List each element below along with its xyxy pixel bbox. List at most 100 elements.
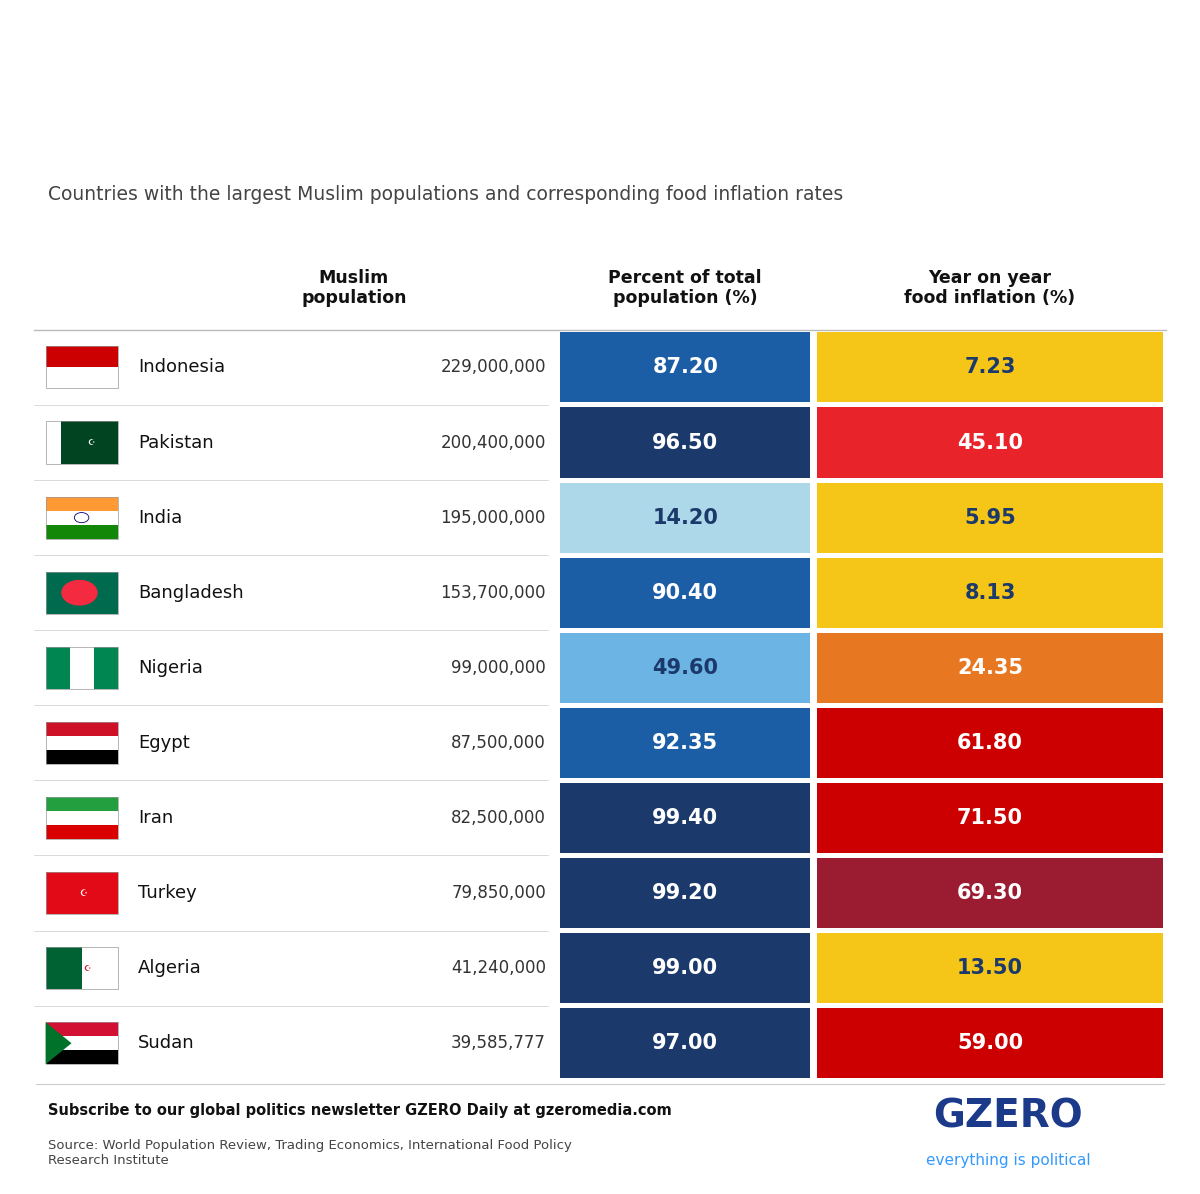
Text: 41,240,000: 41,240,000	[451, 959, 546, 977]
Bar	[46, 346, 118, 368]
Bar	[46, 346, 118, 388]
Text: 195,000,000: 195,000,000	[440, 509, 546, 527]
Bar	[46, 572, 118, 614]
Bar	[46, 872, 118, 915]
Text: 49.60: 49.60	[653, 658, 718, 678]
Text: 61.80: 61.80	[958, 733, 1022, 753]
Text: 14.20: 14.20	[653, 507, 718, 528]
Bar	[560, 708, 810, 778]
Bar	[46, 825, 118, 839]
Text: 96.50: 96.50	[652, 432, 719, 453]
Text: 7.23: 7.23	[965, 357, 1015, 377]
Text: 97.00: 97.00	[653, 1033, 718, 1053]
Text: Sudan: Sudan	[138, 1034, 194, 1052]
Text: ☪: ☪	[88, 438, 95, 447]
Text: 153,700,000: 153,700,000	[440, 584, 546, 602]
Text: Indonesia: Indonesia	[138, 358, 226, 376]
Bar	[560, 633, 810, 703]
Bar	[70, 647, 94, 689]
Text: 71.50: 71.50	[958, 808, 1022, 827]
Text: 92.35: 92.35	[652, 733, 719, 753]
Text: ☪: ☪	[79, 888, 88, 898]
Bar	[46, 1051, 118, 1064]
Bar	[560, 933, 810, 1003]
Bar	[46, 811, 118, 825]
Text: 200,400,000: 200,400,000	[440, 433, 546, 451]
Bar	[560, 558, 810, 628]
Bar	[46, 572, 118, 614]
Bar	[46, 511, 118, 524]
Bar	[46, 736, 118, 750]
Bar	[817, 633, 1163, 703]
Circle shape	[62, 580, 97, 605]
Bar	[46, 1022, 118, 1036]
Text: Source: World Population Review, Trading Economics, International Food Policy
Re: Source: World Population Review, Trading…	[48, 1139, 572, 1168]
Bar	[817, 332, 1163, 402]
Bar	[46, 647, 70, 689]
Bar	[46, 796, 118, 839]
Bar	[46, 796, 118, 811]
Bar	[46, 524, 118, 538]
Bar	[560, 1008, 810, 1078]
Text: 99,000,000: 99,000,000	[451, 659, 546, 677]
Text: Subscribe to our global politics newsletter GZERO Daily at gzeromedia.com: Subscribe to our global politics newslet…	[48, 1103, 672, 1118]
Bar	[560, 858, 810, 928]
Text: 87.20: 87.20	[653, 357, 718, 377]
Bar	[817, 407, 1163, 478]
Bar	[46, 421, 61, 463]
Text: 99.40: 99.40	[652, 808, 719, 827]
Text: Ramadan celebrations now cost more: Ramadan celebrations now cost more	[48, 57, 1129, 106]
Text: 8.13: 8.13	[965, 583, 1015, 603]
Text: 13.50: 13.50	[958, 958, 1022, 978]
Bar	[46, 1036, 118, 1051]
Text: Muslim
population: Muslim population	[301, 269, 407, 307]
Bar	[817, 933, 1163, 1003]
Bar	[817, 708, 1163, 778]
Text: ☪: ☪	[83, 964, 90, 973]
Text: Egypt: Egypt	[138, 734, 190, 752]
Text: Turkey: Turkey	[138, 884, 197, 901]
Text: Bangladesh: Bangladesh	[138, 584, 244, 602]
Bar	[46, 947, 82, 989]
Bar	[560, 482, 810, 553]
Bar	[94, 647, 118, 689]
Bar	[46, 872, 118, 915]
Text: Countries with the largest Muslim populations and corresponding food inflation r: Countries with the largest Muslim popula…	[48, 185, 844, 204]
Bar	[46, 497, 118, 511]
Text: 39,585,777: 39,585,777	[451, 1034, 546, 1052]
Text: 99.20: 99.20	[652, 884, 719, 903]
Bar	[46, 647, 118, 689]
Text: India: India	[138, 509, 182, 527]
Bar	[817, 558, 1163, 628]
Bar	[817, 482, 1163, 553]
Text: Percent of total
population (%): Percent of total population (%)	[608, 269, 762, 307]
Text: 99.00: 99.00	[652, 958, 719, 978]
Bar	[46, 1022, 118, 1064]
Bar	[46, 722, 118, 764]
Bar	[817, 1008, 1163, 1078]
Bar	[817, 858, 1163, 928]
Text: Iran: Iran	[138, 810, 173, 827]
Text: Algeria: Algeria	[138, 959, 202, 977]
Bar	[82, 947, 118, 989]
Text: 229,000,000: 229,000,000	[440, 358, 546, 376]
Text: everything is political: everything is political	[925, 1152, 1091, 1168]
Bar	[46, 497, 118, 538]
Bar	[46, 722, 118, 736]
Text: 5.95: 5.95	[964, 507, 1016, 528]
Text: 79,850,000: 79,850,000	[451, 884, 546, 901]
Text: 90.40: 90.40	[653, 583, 718, 603]
Polygon shape	[46, 1022, 72, 1064]
Bar	[46, 947, 118, 989]
Text: Nigeria: Nigeria	[138, 659, 203, 677]
Bar	[46, 421, 118, 463]
Text: 45.10: 45.10	[958, 432, 1022, 453]
Bar	[560, 332, 810, 402]
Text: 82,500,000: 82,500,000	[451, 810, 546, 827]
Bar	[817, 783, 1163, 853]
Text: 87,500,000: 87,500,000	[451, 734, 546, 752]
Bar	[46, 750, 118, 764]
Bar	[560, 783, 810, 853]
Text: GZERO: GZERO	[934, 1098, 1082, 1135]
Text: 24.35: 24.35	[958, 658, 1022, 678]
